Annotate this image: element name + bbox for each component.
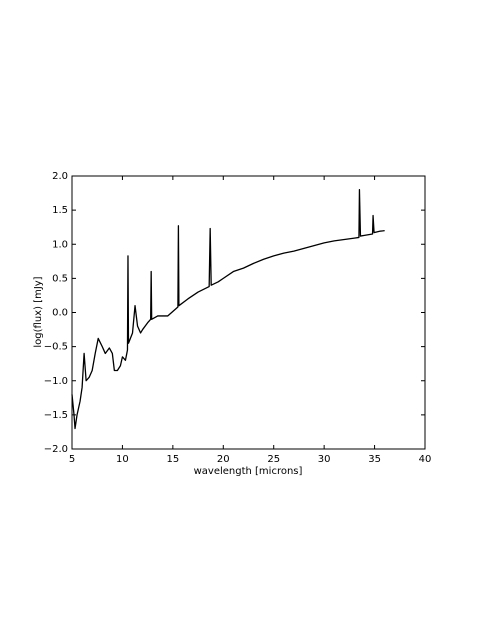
x-tick-label: 25 <box>267 454 280 465</box>
y-tick-label: 0.5 <box>52 273 68 284</box>
y-tick-label: 2.0 <box>52 171 68 182</box>
x-tick-label: 35 <box>368 454 381 465</box>
y-axis-label: log(flux) [mJy] <box>33 276 44 347</box>
x-tick-label: 30 <box>318 454 331 465</box>
x-axis-label: wavelength [microns] <box>194 466 303 477</box>
y-tick-label: 0.0 <box>52 308 68 319</box>
y-tick-label: −1.0 <box>44 376 68 387</box>
y-tick-label: 1.5 <box>52 205 68 216</box>
x-tick-label: 10 <box>116 454 129 465</box>
x-tick-label: 5 <box>69 454 75 465</box>
y-tick-label: −0.5 <box>44 342 68 353</box>
y-tick-label: 1.0 <box>52 239 68 250</box>
y-tick-label: −2.0 <box>44 444 68 455</box>
plot-frame <box>71 175 426 450</box>
x-tick-label: 20 <box>217 454 230 465</box>
x-tick-label: 15 <box>166 454 179 465</box>
y-tick-label: −1.5 <box>44 410 68 421</box>
x-tick-label: 40 <box>419 454 432 465</box>
spectrum-line <box>71 189 385 430</box>
